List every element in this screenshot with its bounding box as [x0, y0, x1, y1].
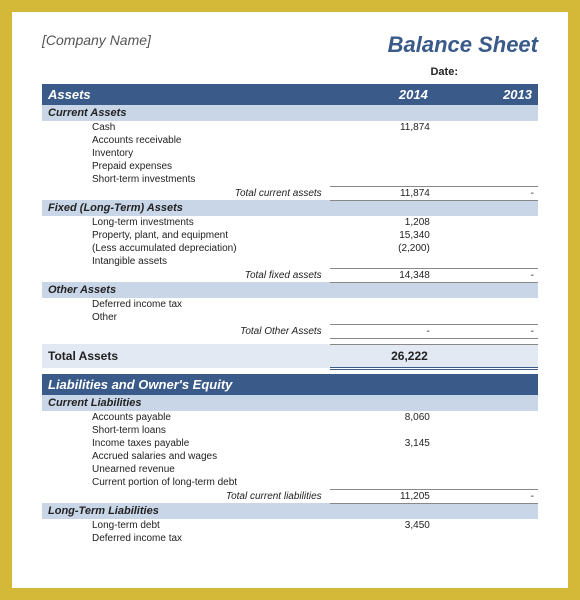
header-row: [Company Name] Balance Sheet — [42, 32, 538, 58]
col-year-2: 2013 — [434, 84, 538, 105]
table-row: Deferred income tax — [42, 298, 538, 311]
table-row: Short-term investments — [42, 173, 538, 186]
company-name: [Company Name] — [42, 32, 151, 48]
table-row: Inventory — [42, 147, 538, 160]
table-row: Accounts receivable — [42, 134, 538, 147]
assets-header-row: Assets 2014 2013 — [42, 84, 538, 105]
table-row: Prepaid expenses — [42, 160, 538, 173]
table-row: Cash11,874 — [42, 121, 538, 134]
table-row: Other — [42, 311, 538, 324]
other-assets-header: Other Assets — [42, 282, 538, 298]
current-liabilities-total: Total current liabilities11,205- — [42, 489, 538, 503]
longterm-liabilities-header: Long-Term Liabilities — [42, 503, 538, 519]
sheet-title: Balance Sheet — [388, 32, 538, 58]
fixed-assets-total: Total fixed assets14,348- — [42, 268, 538, 282]
table-row: Property, plant, and equipment15,340 — [42, 229, 538, 242]
table-row: Income taxes payable3,145 — [42, 437, 538, 450]
table-row: Unearned revenue — [42, 463, 538, 476]
fixed-assets-header: Fixed (Long-Term) Assets — [42, 200, 538, 216]
col-year-1: 2014 — [330, 84, 434, 105]
current-assets-total: Total current assets11,874- — [42, 186, 538, 200]
table-row: (Less accumulated depreciation)(2,200) — [42, 242, 538, 255]
current-liabilities-header: Current Liabilities — [42, 395, 538, 411]
date-label: Date: — [42, 66, 538, 78]
balance-sheet-table: Assets 2014 2013 Current Assets Cash11,8… — [42, 84, 538, 545]
liabilities-header-row: Liabilities and Owner's Equity — [42, 374, 538, 395]
other-assets-total: Total Other Assets-- — [42, 324, 538, 338]
document-frame: [Company Name] Balance Sheet Date: Asset… — [0, 0, 580, 600]
table-row: Accounts payable8,060 — [42, 411, 538, 424]
table-row: Long-term debt3,450 — [42, 519, 538, 532]
table-row: Accrued salaries and wages — [42, 450, 538, 463]
total-assets-row: Total Assets 26,222 — [42, 344, 538, 368]
assets-header: Assets — [42, 84, 330, 105]
liabilities-header: Liabilities and Owner's Equity — [42, 374, 538, 395]
table-row: Deferred income tax — [42, 532, 538, 545]
table-row: Short-term loans — [42, 424, 538, 437]
current-assets-header: Current Assets — [42, 105, 538, 121]
table-row: Long-term investments1,208 — [42, 216, 538, 229]
table-row: Current portion of long-term debt — [42, 476, 538, 489]
table-row: Intangible assets — [42, 255, 538, 268]
